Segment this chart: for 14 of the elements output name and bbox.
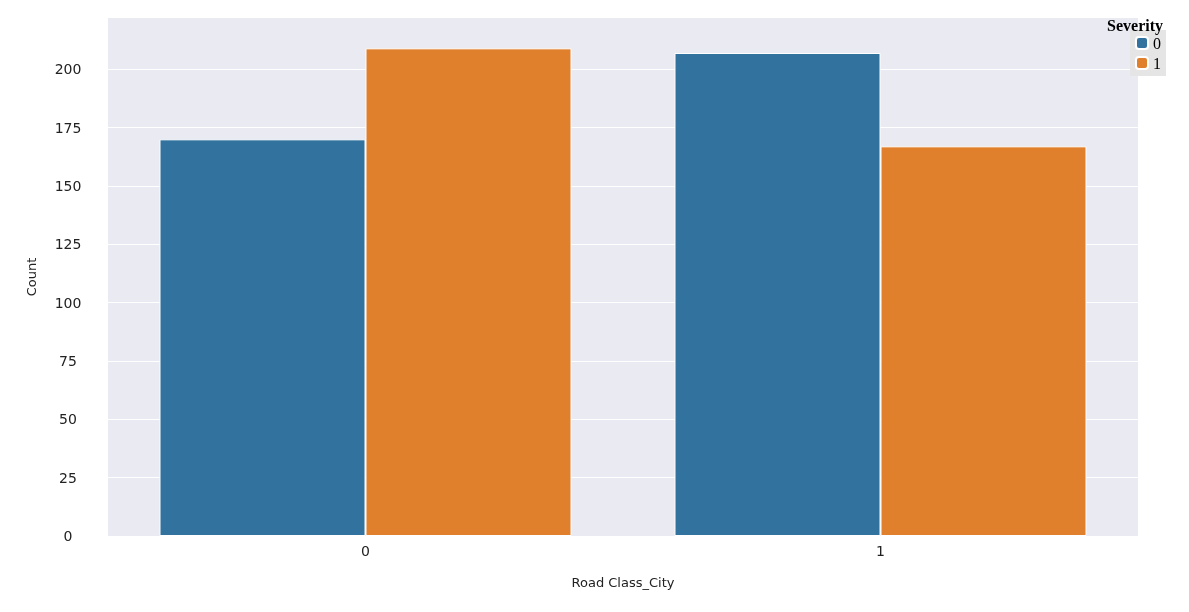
y-tick-label: 100 bbox=[54, 294, 82, 311]
y-axis-title: Count bbox=[24, 257, 39, 297]
y-tick-label: 150 bbox=[54, 178, 82, 194]
y-tick-label: 0 bbox=[63, 528, 73, 544]
y-tick-label: 200 bbox=[54, 61, 82, 78]
y-tick-label: 50 bbox=[59, 411, 77, 428]
legend-label: 1 bbox=[1153, 54, 1161, 72]
y-tick-label: 75 bbox=[59, 353, 77, 369]
x-axis-title: Road Class_City bbox=[571, 575, 675, 590]
legend-title: Severity bbox=[1107, 16, 1164, 35]
y-tick-label: 125 bbox=[54, 236, 82, 253]
legend-label: 0 bbox=[1153, 34, 1161, 52]
y-tick-label: 25 bbox=[59, 469, 77, 486]
y-tick-label: 175 bbox=[54, 119, 82, 136]
